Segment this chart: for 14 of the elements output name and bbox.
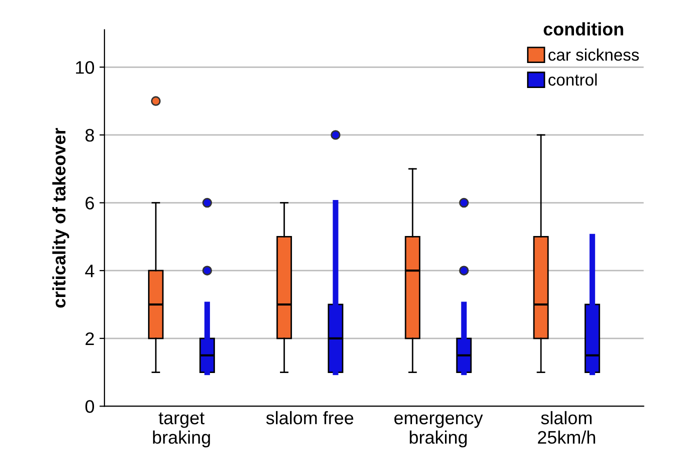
- y-tick-label: 0: [85, 400, 94, 413]
- y-tick-label: 4: [85, 264, 94, 278]
- y-axis-title: criticality of takeover: [52, 128, 70, 308]
- legend-title: condition: [544, 22, 624, 36]
- y-tick-label: 6: [86, 196, 94, 210]
- legend-label: car sickness: [548, 48, 639, 61]
- y-tick-label: 10: [76, 61, 94, 74]
- x-tick-label: target braking: [153, 412, 210, 448]
- y-tick-label: 8: [85, 128, 94, 142]
- x-tick-label: slalom 25km/h: [538, 411, 596, 444]
- x-tick-label: slalom free: [266, 411, 354, 424]
- x-tick-label: emergency braking: [394, 414, 483, 448]
- legend-label: control: [548, 73, 597, 86]
- y-tick-label: 2: [86, 332, 94, 345]
